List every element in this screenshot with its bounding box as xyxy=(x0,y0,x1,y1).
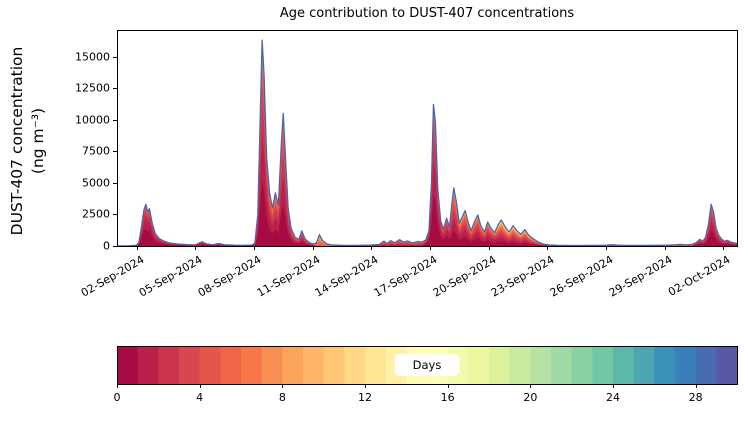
colorbar-tick-label: 0 xyxy=(113,391,121,404)
y-tick-label: 2500 xyxy=(82,207,110,221)
colorbar-tick-label: 28 xyxy=(688,391,703,404)
y-tick-label: 5000 xyxy=(82,176,110,190)
colorbar-label: Days xyxy=(394,354,460,376)
y-tick-label: 0 xyxy=(103,239,110,253)
y-tick-label: 15000 xyxy=(75,50,110,64)
colorbar-tick-label: 4 xyxy=(196,391,204,404)
y-axis-label: DUST-407 concentration (ng m⁻³) xyxy=(7,11,53,271)
colorbar-tick-label: 24 xyxy=(606,391,620,404)
y-tick-label: 7500 xyxy=(82,144,110,158)
colorbar-tick-label: 20 xyxy=(523,391,538,404)
y-tick-label: 10000 xyxy=(75,113,110,127)
y-axis-label-line1: DUST-407 concentration xyxy=(8,46,26,236)
y-axis-label-line2: (ng m⁻³) xyxy=(28,107,47,175)
colorbar-tick-label: 8 xyxy=(278,391,286,404)
y-tick-label: 12500 xyxy=(75,81,110,95)
colorbar-tick-label: 12 xyxy=(358,391,372,404)
chart-title: Age contribution to DUST-407 concentrati… xyxy=(279,6,575,21)
colorbar-tick-label: 16 xyxy=(440,391,455,404)
